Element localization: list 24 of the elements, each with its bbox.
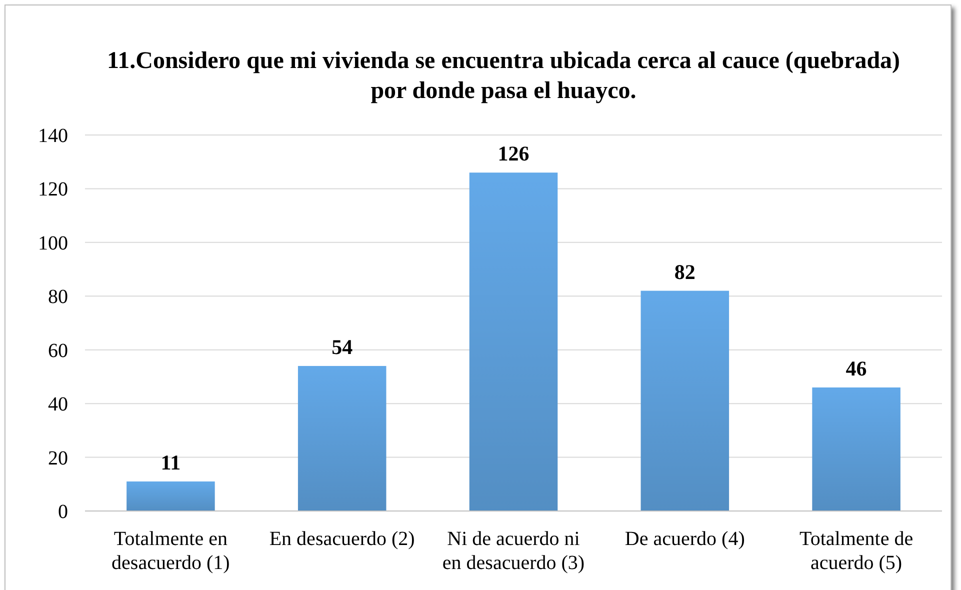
y-tick-label: 100 [38, 232, 68, 254]
x-tick-label: Totalmente de acuerdo (5) [800, 528, 914, 574]
data-label: 46 [846, 356, 867, 380]
y-tick-label: 120 [38, 178, 68, 201]
x-tick-label: De acuerdo (4) [624, 528, 745, 550]
bar [469, 172, 558, 511]
x-tick-label: Ni de acuerdo ni en desacuerdo (3) [442, 528, 585, 574]
y-tick-label: 80 [48, 286, 68, 308]
bar [298, 366, 386, 511]
x-tick-label: En desacuerdo (2) [269, 528, 415, 550]
data-label: 126 [498, 142, 530, 166]
y-tick-label: 60 [48, 340, 68, 362]
bar [126, 481, 215, 511]
bar [812, 387, 900, 511]
data-label: 54 [332, 334, 354, 359]
data-label: 11 [160, 450, 181, 474]
y-tick-label: 140 [38, 125, 68, 147]
y-tick-label: 20 [48, 447, 68, 470]
data-label: 82 [674, 260, 696, 284]
y-tick-label: 40 [48, 394, 68, 416]
x-tick-label: Totalmente en desacuerdo (1) [112, 528, 230, 574]
chart-title: 11.Considero que mi vivienda se encuentra ubicada cerca al cauce (quebrada) por donde pasa el huayco. [106, 48, 900, 104]
y-tick-label: 0 [58, 501, 68, 523]
bar [640, 290, 730, 511]
